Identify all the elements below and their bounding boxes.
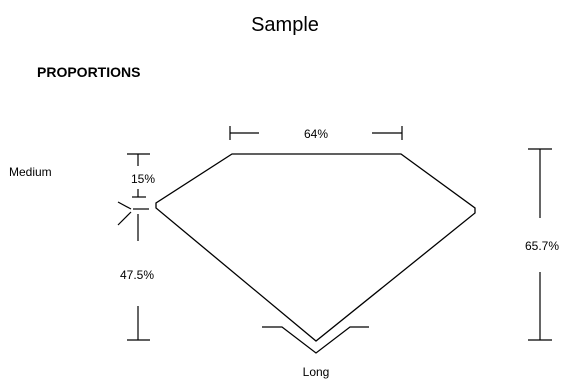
total-depth-dimension [528, 148, 552, 341]
culet-marker [262, 326, 369, 354]
crown-dimension [127, 153, 150, 198]
page-title: Sample [251, 14, 319, 36]
pavilion-dimension [127, 214, 150, 341]
table-dimension [229, 126, 403, 140]
crown-height-label: 15% [131, 172, 155, 186]
girdle-marker [117, 201, 149, 226]
culet-size-label: Long [303, 365, 330, 379]
girdle-thickness-label: Medium [9, 165, 52, 179]
total-depth-label: 65.7% [525, 239, 559, 253]
table-percent-label: 64% [304, 127, 328, 141]
proportions-heading: PROPORTIONS [37, 64, 141, 80]
gem-outline [155, 153, 476, 342]
pavilion-depth-label: 47.5% [120, 268, 154, 282]
